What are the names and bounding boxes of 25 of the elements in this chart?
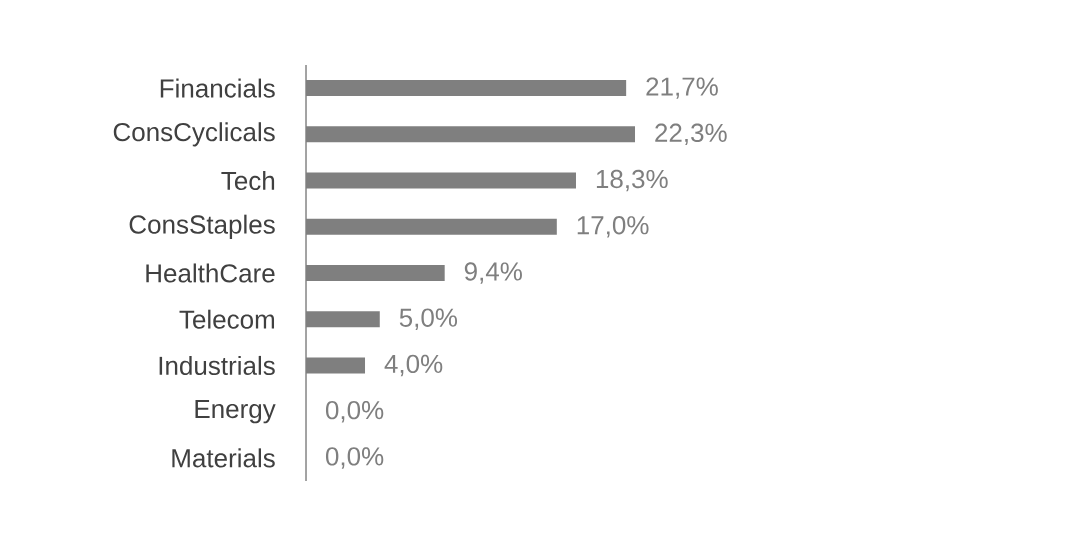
data-label: 0,0% (325, 447, 384, 469)
bar (306, 357, 366, 374)
data-label: 21,7% (646, 77, 718, 99)
bar (306, 218, 557, 235)
y-tick-label: ConsStaples (129, 214, 275, 239)
bar (306, 172, 576, 189)
y-tick-label: ConsCyclicals (113, 122, 275, 147)
data-label: 22,3% (655, 123, 727, 146)
y-tick-label: HealthCare (146, 263, 275, 283)
data-label: 17,0% (577, 216, 649, 238)
bar (306, 126, 636, 143)
y-tick-label: Telecom (179, 309, 275, 329)
y-tick-label: Energy (195, 400, 276, 424)
y-tick-label: Financials (160, 78, 275, 98)
data-label: 0,0% (325, 400, 384, 423)
bar (306, 80, 627, 97)
data-label: 5,0% (399, 308, 458, 330)
data-label: 18,3% (596, 169, 668, 192)
data-label: 9,4% (464, 262, 522, 284)
bar (306, 265, 445, 281)
y-tick-label: Tech (221, 171, 275, 191)
y-tick-label: Materials (172, 448, 275, 468)
data-label: 4,0% (384, 354, 443, 377)
bar (306, 311, 380, 328)
y-tick-label: Industrials (159, 355, 275, 375)
